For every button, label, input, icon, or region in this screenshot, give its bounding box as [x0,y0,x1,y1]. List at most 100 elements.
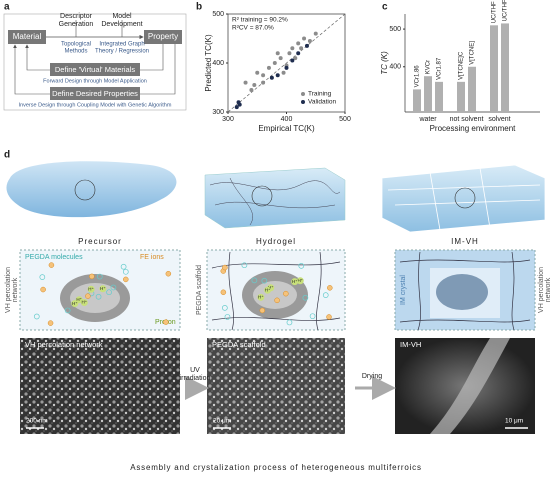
y-axis-label: Predicted TC(K) [204,34,213,92]
point [284,65,289,70]
legend-label: Validation [308,99,336,106]
bar-label: VCr1.87 [437,57,443,80]
point [252,83,257,88]
bar [468,66,476,112]
annotation: R² training = 90.2% [232,17,288,24]
pegda-molecule [110,284,117,291]
scaffold [211,251,341,331]
point [299,46,304,51]
point [272,61,277,65]
fe-ion [222,264,228,271]
pegda-molecule [251,277,258,284]
pegda-molecule [33,313,40,320]
proton [264,286,272,294]
step-note: Theory / Regression [95,49,149,55]
x-tick-label: 400 [281,116,293,123]
bar [490,25,498,112]
side-label: PEGDA scaffold [196,265,203,315]
proton [87,285,95,293]
pegda-molecule [120,263,127,270]
point [307,38,312,43]
x-tick-label: 500 [339,116,351,123]
step-note: Methods [64,49,87,55]
bar [413,89,421,112]
scaffold [399,251,531,331]
step-label: UV [190,367,200,374]
fe-ion [48,262,55,268]
point [313,31,318,36]
legend-label: Training [308,91,332,98]
scale-label: 200 nm [26,418,48,425]
point [266,65,271,70]
step-title: Model [112,13,132,20]
panel-label: c [382,2,388,13]
proton [80,299,88,307]
pegda-molecule [39,274,46,280]
point [290,58,295,63]
pegda-molecule [286,319,293,326]
side-label: network [12,277,19,302]
proton-label: H⁺ [72,301,78,306]
point [290,46,295,51]
fe-ion [89,273,95,280]
y-tick-label: 300 [212,109,224,116]
precursor-blob [6,161,177,218]
fe-ion [220,289,227,296]
group-label: water [418,116,437,123]
point [243,80,248,85]
stage-title: Precursor [78,237,122,246]
point [275,73,280,78]
proton [99,285,107,293]
fe-ion [274,297,280,304]
annotation: R²CV = 87.0% [232,25,274,32]
side-label: IM crystal [400,275,407,305]
proton-label: H⁺ [100,286,106,291]
group-label: solvent [488,116,510,123]
x-axis-label: Empirical TC(K) [258,124,315,133]
bar-label: VCr1.86 [415,65,421,88]
pegda-molecule [221,305,228,311]
sem-label: IM-VH [400,340,421,349]
box [50,87,140,100]
proton-label: H⁺ [82,300,88,305]
pegda-molecule [322,292,329,298]
point [281,70,286,75]
pegda-molecule [106,289,112,296]
bar-label: V[TCNE]C [459,51,465,80]
crystal-lines [387,167,541,231]
step-label: irradiation [180,375,211,382]
caption: Assembly and crystalization process of h… [130,463,422,472]
proton-label: H⁺ [76,297,82,302]
legend-text: FE ions [140,254,164,261]
fe-ion [326,314,332,320]
sem-feature [430,338,510,434]
y-tick-label: 400 [389,64,401,71]
zoom-circle [251,185,273,207]
pegda-molecule [302,294,309,301]
stage-title: IM-VH [451,237,479,246]
proton-label: H⁺ [258,295,264,300]
proton-label: H⁺ [292,279,298,284]
x-axis-label: Processing environment [430,124,517,133]
hydrogel-cube [204,167,346,229]
network [209,177,341,226]
side-label: VH percolation [5,267,12,313]
point [304,43,309,48]
pegda-molecule [64,307,71,314]
fe-ion [165,270,172,277]
box-text: Material [13,32,42,41]
panel-label: b [196,2,202,13]
box-text: Define Desired Properties [52,89,138,98]
point [296,51,301,56]
step-title: Descriptor [60,13,93,20]
step-label: Drying [362,373,382,380]
pegda-molecule [261,277,268,284]
point [234,105,239,110]
fe-ion [40,286,46,293]
bar-label: V[TCNE] [470,41,476,65]
bar [435,81,443,112]
bar [501,23,509,112]
scale-label: 20 μm [213,418,231,425]
proton [257,293,265,301]
